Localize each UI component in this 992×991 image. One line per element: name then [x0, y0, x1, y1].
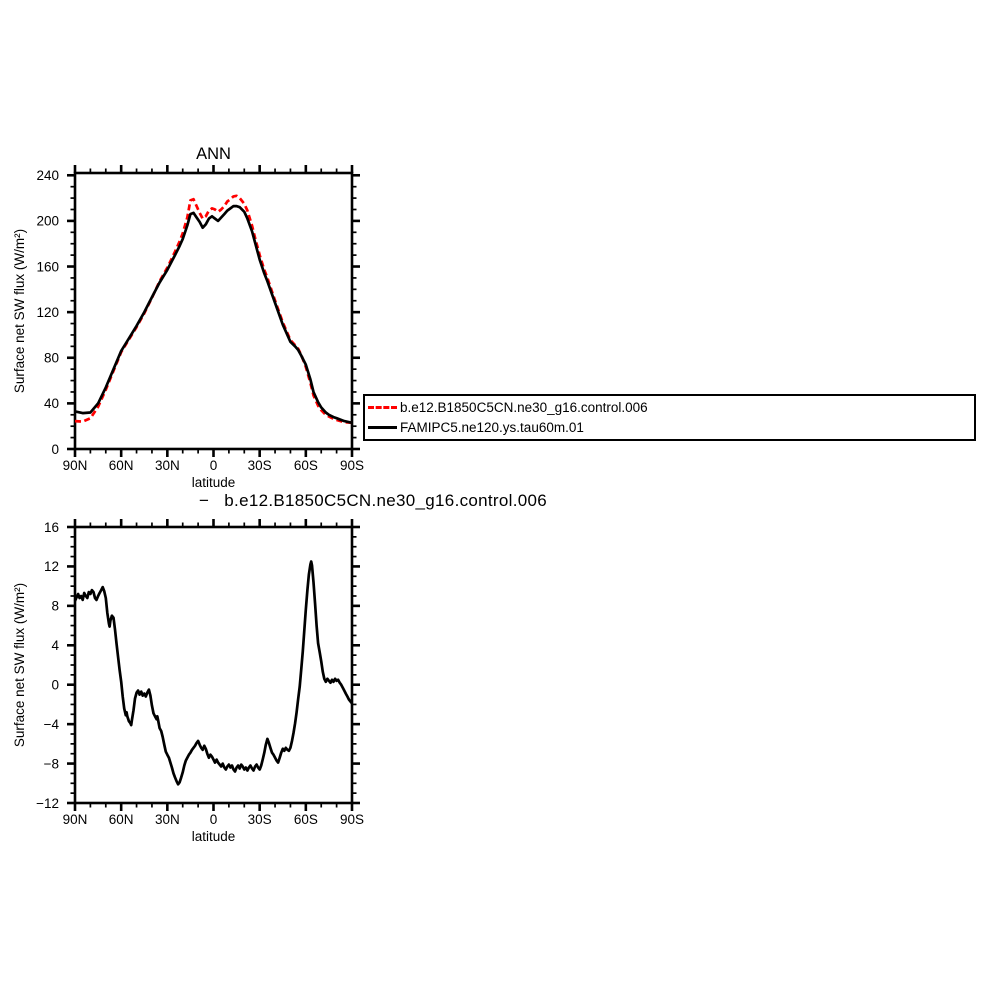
y-tick-label: 8 [51, 599, 59, 614]
x-tick-label: 60S [294, 458, 318, 473]
legend-dashed-line-sample [368, 406, 397, 409]
y-tick-label: −8 [44, 756, 59, 771]
x-tick-label: 60S [294, 812, 318, 827]
x-tick-label: 90N [63, 812, 88, 827]
y-tick-label: 12 [44, 559, 59, 574]
x-tick-label: 60N [109, 458, 134, 473]
y-tick-label: 240 [36, 168, 59, 183]
y-tick-label: 80 [44, 351, 59, 366]
plot-frame [73, 171, 354, 451]
x-tick-label: 30N [155, 458, 180, 473]
x-axis-label: latitude [192, 475, 236, 490]
legend-label: b.e12.B1850C5CN.ne30_g16.control.006 [400, 399, 648, 415]
x-tick-label: 0 [210, 812, 218, 827]
panel-title: ANN [196, 145, 231, 163]
x-tick-label: 90S [340, 812, 364, 827]
y-axis-label: Surface net SW flux (W/m²) [12, 229, 27, 393]
legend-box: b.e12.B1850C5CN.ne30_g16.control.006 FAM… [363, 394, 976, 441]
bottom-panel: 90N 60N 30N 0 30S 60S 90S −12 −8 −4 0 4 8 12 16 latitud… [12, 519, 364, 844]
y-tick-label: 4 [51, 638, 59, 653]
series-solid [74, 204, 353, 425]
x-tick-label: 90N [63, 458, 88, 473]
legend-item: FAMIPC5.ne120.ys.tau60m.01 [368, 418, 974, 438]
legend-label: FAMIPC5.ne120.ys.tau60m.01 [400, 419, 584, 435]
y-tick-label: 0 [51, 678, 59, 693]
x-axis-label: latitude [192, 829, 236, 844]
y-tick-label: 16 [44, 520, 59, 535]
y-tick-label: 120 [36, 305, 59, 320]
x-tick-label: 30S [248, 812, 272, 827]
x-tick-label: 30N [155, 812, 180, 827]
series-dashed [74, 194, 353, 425]
y-tick-label: 160 [36, 259, 59, 274]
y-tick-label: −12 [36, 796, 59, 811]
x-tick-label: 30S [248, 458, 272, 473]
series-solid [73, 560, 354, 786]
y-tick-label: 0 [51, 442, 59, 457]
legend-item: b.e12.B1850C5CN.ne30_g16.control.006 [368, 398, 974, 418]
legend-solid-line-sample [368, 426, 397, 429]
y-tick-label: −4 [44, 717, 60, 732]
plot-frame [73, 525, 354, 805]
x-tick-label: 90S [340, 458, 364, 473]
y-tick-label: 40 [44, 396, 59, 411]
y-axis-label: Surface net SW flux (W/m²) [12, 583, 27, 747]
y-tick-label: 200 [36, 214, 59, 229]
x-tick-label: 0 [210, 458, 218, 473]
difference-plot-title: − b.e12.B1850C5CN.ne30_g16.control.006 [199, 491, 547, 510]
x-tick-label: 60N [109, 812, 134, 827]
top-panel: 90N 60N 30N 0 30S 60S 90S 0 40 80 120 160 200 240 ANN l… [12, 145, 364, 490]
